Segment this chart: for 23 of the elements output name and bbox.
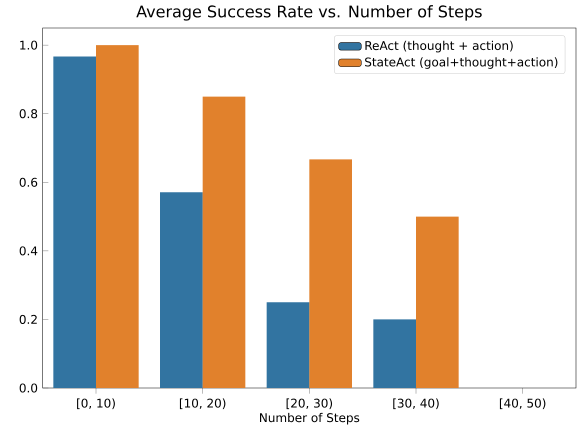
x-tick-label: [30, 40) [393,398,439,410]
bar [266,302,310,388]
bar [160,192,203,388]
bar [416,216,459,388]
legend-label: ReAct (thought + action) [365,40,513,52]
x-axis-title: Number of Steps [260,412,360,425]
y-tick-label: 0.0 [20,383,38,393]
x-tick-label: [40, 50) [500,398,546,410]
y-tick-label: 0.6 [20,178,38,187]
bar [202,96,246,388]
x-tick-label: [20, 30) [286,398,332,410]
bar [53,56,96,388]
bar [309,159,352,388]
chart-title: Average Success Rate vs. Number of Steps [136,5,482,21]
x-tick-label: [0, 10) [77,398,115,410]
y-tick-label: 0.2 [20,314,37,324]
bar [373,319,416,388]
legend-label: StateAct (goal+thought+action) [365,57,558,69]
y-tick-label: 0.4 [20,246,38,256]
x-tick-label: [10, 20) [180,398,226,410]
y-tick-label: 1.0 [20,40,38,50]
y-tick-label: 0.8 [20,109,38,118]
bar [96,45,139,388]
